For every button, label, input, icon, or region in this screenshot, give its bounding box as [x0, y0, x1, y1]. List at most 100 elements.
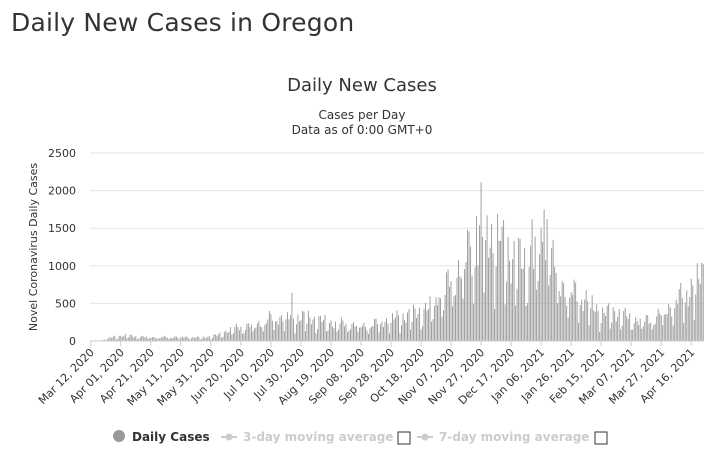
bar	[536, 289, 538, 341]
y-tick-label: 2000	[48, 185, 76, 198]
bar	[339, 323, 341, 341]
bar	[402, 313, 404, 341]
bar	[267, 319, 269, 341]
bar	[482, 236, 484, 341]
bar	[408, 309, 410, 341]
bar	[683, 322, 685, 341]
bar	[334, 321, 336, 341]
bar	[232, 333, 234, 341]
y-axis-ticks: 0 500 1000 1500 2000 2500	[48, 147, 76, 348]
bar	[435, 297, 437, 341]
bar	[561, 280, 563, 341]
bar	[692, 285, 694, 341]
bar	[443, 310, 444, 341]
bar	[346, 331, 348, 341]
data-bars	[90, 182, 704, 341]
bar	[186, 336, 188, 341]
legend-item-3day-average[interactable]: 3-day moving average	[221, 430, 393, 444]
bar	[315, 333, 317, 341]
bar	[255, 327, 257, 341]
bar	[510, 283, 512, 341]
bar	[615, 321, 617, 341]
y-axis-label: Novel Coronavirus Daily Cases	[27, 163, 40, 331]
bar	[395, 317, 396, 341]
bar	[458, 260, 460, 341]
bar	[289, 315, 291, 341]
bar	[633, 323, 635, 341]
bar	[351, 323, 353, 341]
legend-7day-checkbox[interactable]	[594, 431, 608, 445]
bar	[564, 297, 566, 341]
bar	[117, 338, 119, 341]
chart-title: Daily New Cases	[287, 75, 437, 96]
bar	[606, 306, 608, 341]
bar	[129, 334, 131, 341]
bar	[492, 252, 494, 341]
legend-item-daily-cases[interactable]: Daily Cases	[113, 430, 210, 444]
bar	[566, 305, 568, 341]
bar	[456, 277, 458, 341]
bar	[383, 327, 384, 341]
bar	[298, 321, 300, 341]
bar	[600, 323, 602, 341]
bar	[282, 321, 284, 341]
bar	[603, 313, 605, 341]
legend-3day-checkbox[interactable]	[397, 431, 411, 445]
bar	[690, 278, 692, 341]
bar	[689, 297, 691, 341]
bar	[198, 337, 200, 341]
bar	[261, 327, 263, 341]
bar	[180, 337, 182, 341]
bar	[378, 332, 380, 341]
bar	[668, 304, 670, 341]
bar	[533, 268, 535, 341]
bar	[464, 268, 466, 341]
y-tick-label: 1500	[48, 222, 76, 235]
bar	[153, 337, 155, 341]
bar	[645, 314, 647, 341]
bar	[575, 282, 577, 341]
bar	[417, 313, 419, 341]
bar	[229, 327, 231, 341]
bar	[549, 274, 551, 341]
bar	[687, 306, 689, 341]
bar	[270, 314, 272, 341]
bar	[635, 317, 637, 341]
bar	[342, 320, 344, 341]
bar	[336, 331, 338, 341]
bar	[515, 305, 517, 341]
bar	[345, 323, 347, 341]
bar	[291, 292, 293, 341]
bar	[286, 312, 288, 341]
bar	[468, 231, 470, 341]
bar	[518, 238, 520, 341]
bar	[699, 283, 701, 341]
bar	[516, 288, 518, 341]
bar	[356, 325, 357, 341]
bar	[115, 339, 117, 341]
bar	[169, 337, 171, 341]
bar	[301, 310, 303, 341]
bar	[231, 334, 233, 341]
bar	[277, 324, 279, 341]
bar	[636, 320, 638, 341]
bar	[235, 323, 237, 341]
bar	[593, 310, 595, 341]
bar	[253, 328, 255, 341]
bar	[656, 316, 658, 341]
bar	[389, 333, 390, 341]
bar	[162, 336, 164, 341]
bar	[422, 326, 423, 341]
bar	[136, 338, 138, 341]
bar	[584, 299, 586, 341]
bar	[552, 239, 554, 341]
bar	[519, 238, 521, 341]
bar	[455, 295, 457, 341]
legend-item-7day-average[interactable]: 7-day moving average	[417, 430, 589, 444]
bar	[392, 313, 393, 341]
bar	[171, 338, 173, 341]
bar	[322, 319, 324, 341]
bar	[234, 327, 236, 341]
bar	[148, 338, 150, 341]
bar	[380, 324, 381, 341]
